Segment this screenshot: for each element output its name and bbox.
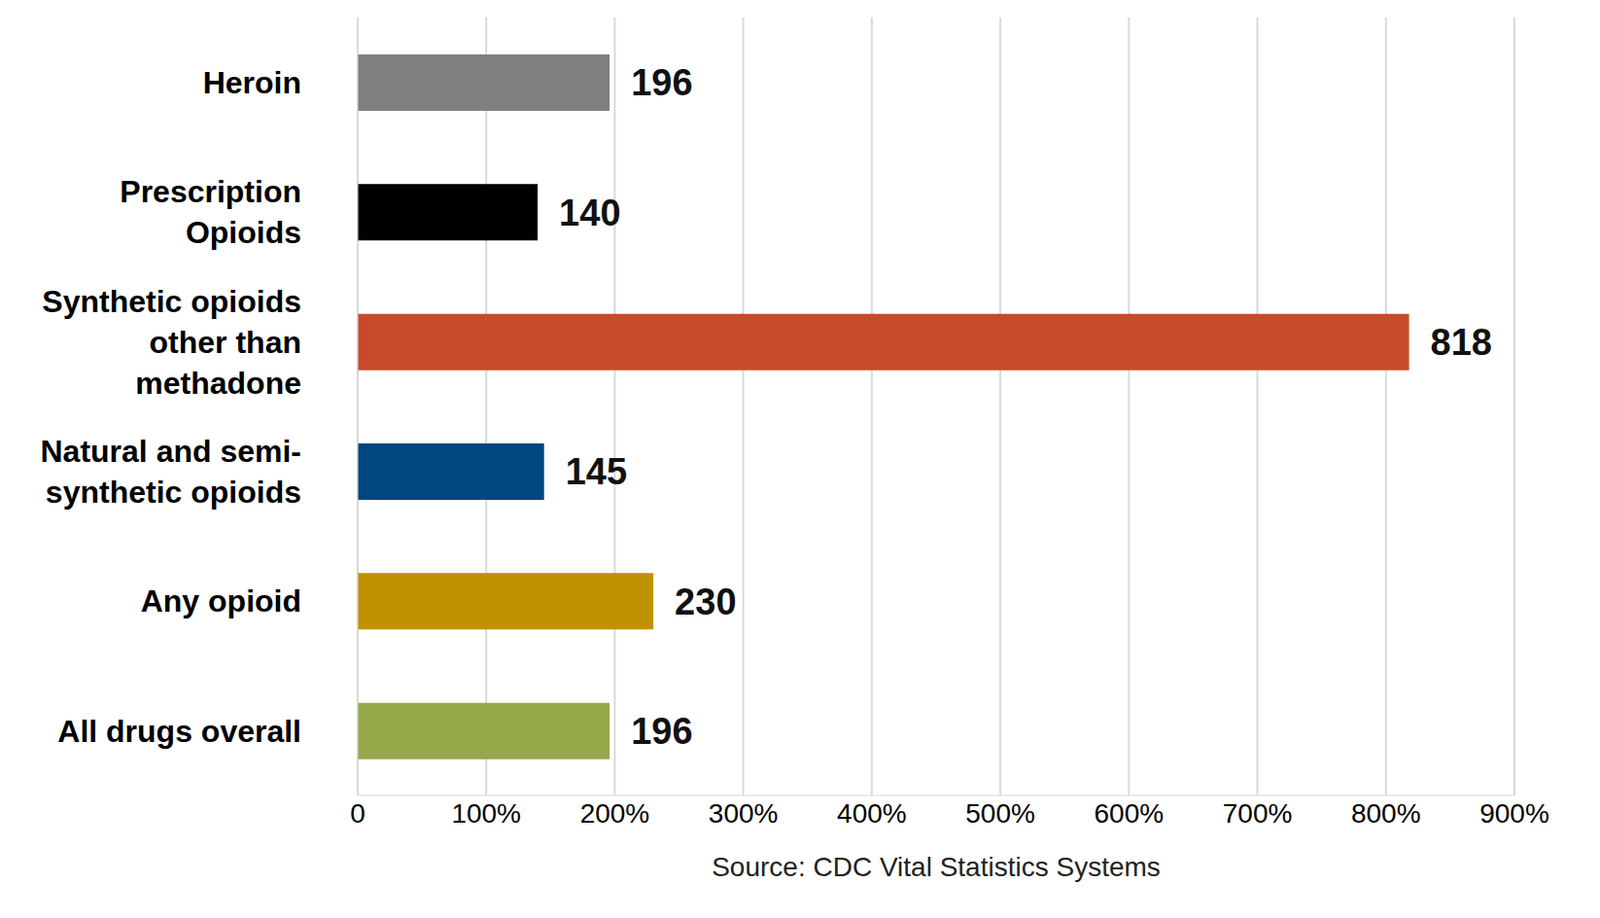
svg-text:500%: 500% <box>965 798 1036 829</box>
svg-text:100%: 100% <box>451 798 522 829</box>
svg-text:All drugs overall: All drugs overall <box>57 713 302 749</box>
svg-text:0: 0 <box>349 798 366 829</box>
svg-text:140: 140 <box>558 192 621 234</box>
svg-text:Synthetic opioidsother thanmet: Synthetic opioidsother thanmethadone <box>41 283 302 401</box>
svg-text:145: 145 <box>565 451 627 492</box>
svg-text:230: 230 <box>674 581 736 623</box>
svg-text:PrescriptionOpioids: PrescriptionOpioids <box>119 173 302 250</box>
svg-text:Any opioid: Any opioid <box>140 583 302 619</box>
svg-text:Heroin: Heroin <box>203 65 302 101</box>
svg-text:600%: 600% <box>1094 798 1165 829</box>
svg-text:300%: 300% <box>708 798 779 829</box>
svg-text:700%: 700% <box>1222 798 1293 829</box>
html-text:Source: CDC Vital Statistics S: Source: CDC Vital Statistics Systems <box>711 851 1161 882</box>
svg-text:196: 196 <box>630 710 693 752</box>
svg-text:200%: 200% <box>580 798 651 829</box>
svg-text:196: 196 <box>630 62 693 104</box>
svg-text:Natural and semi-synthetic opi: Natural and semi-synthetic opioids <box>39 433 302 510</box>
svg-text:900%: 900% <box>1479 798 1550 829</box>
svg-text:800%: 800% <box>1351 798 1422 829</box>
svg-text:818: 818 <box>1430 321 1493 363</box>
svg-text:400%: 400% <box>836 798 907 829</box>
